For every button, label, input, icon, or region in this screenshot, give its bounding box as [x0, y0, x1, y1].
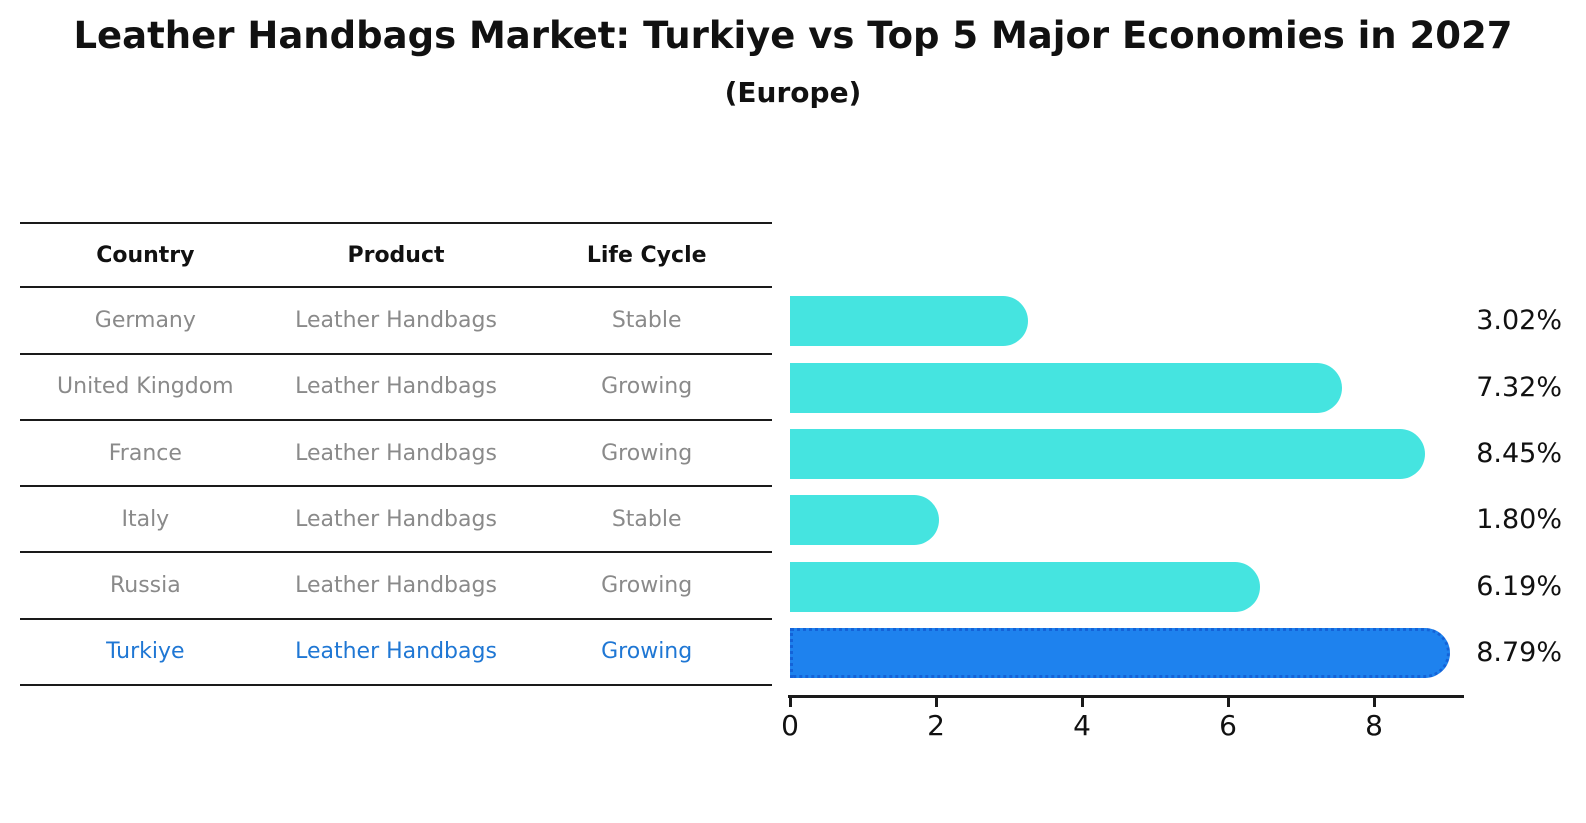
- value-label-germany: 3.02%: [1476, 305, 1562, 337]
- table-header-row: Country Product Life Cycle: [20, 222, 772, 289]
- table-row-germany: Germany Leather Handbags Stable: [20, 288, 772, 355]
- cell-life-cycle: Growing: [601, 639, 693, 665]
- x-axis-tick-2: [934, 698, 938, 707]
- cell-life-cycle: Stable: [611, 307, 682, 333]
- x-axis-tick-label-4: 4: [1073, 709, 1091, 742]
- column-header-life-cycle: Life Cycle: [586, 242, 707, 268]
- cell-product: Leather Handbags: [295, 573, 497, 599]
- cell-product: Leather Handbags: [295, 440, 497, 466]
- cell-country: Turkiye: [106, 639, 185, 665]
- cell-product: Leather Handbags: [295, 307, 497, 333]
- cell-life-cycle: Growing: [601, 573, 693, 599]
- table-row-turkiye: Turkiye Leather Handbags Growing: [20, 620, 772, 687]
- x-axis-line: [788, 695, 1464, 698]
- x-axis-tick-label-6: 6: [1219, 709, 1237, 742]
- x-axis-tick-0: [788, 698, 792, 707]
- cell-life-cycle: Stable: [611, 506, 682, 532]
- column-header-country: Country: [96, 242, 195, 268]
- value-label-italy: 1.80%: [1476, 504, 1562, 536]
- table-row-italy: Italy Leather Handbags Stable: [20, 487, 772, 554]
- chart-subtitle: (Europe): [724, 76, 862, 109]
- cell-country: France: [108, 440, 182, 466]
- cell-life-cycle: Growing: [601, 440, 693, 466]
- value-label-united-kingdom: 7.32%: [1476, 371, 1562, 403]
- x-axis-tick-4: [1080, 698, 1084, 707]
- table-body: Germany Leather Handbags Stable United King…: [20, 288, 772, 687]
- table-row-france: France Leather Handbags Growing: [20, 421, 772, 488]
- cell-life-cycle: Growing: [601, 374, 693, 400]
- bar-france: [790, 429, 1425, 480]
- bar-united-kingdom: [790, 362, 1343, 413]
- bar-germany: [790, 296, 1029, 347]
- cell-country: United Kingdom: [57, 374, 234, 400]
- bar-russia: [790, 561, 1260, 612]
- cell-product: Leather Handbags: [295, 639, 497, 665]
- value-label-turkiye: 8.79%: [1476, 636, 1562, 668]
- table-row-united-kingdom: United Kingdom Leather Handbags Growing: [20, 355, 772, 421]
- x-axis-tick-label-8: 8: [1365, 709, 1383, 742]
- x-axis-tick-label-2: 2: [927, 709, 945, 742]
- bar-italy: [790, 495, 940, 546]
- bar-turkiye: [790, 627, 1450, 678]
- cell-country: Russia: [109, 573, 181, 599]
- value-label-france: 8.45%: [1476, 438, 1562, 470]
- chart-title: Leather Handbags Market: Turkiye vs Top …: [73, 14, 1513, 57]
- x-axis-tick-8: [1372, 698, 1376, 707]
- value-label-russia: 6.19%: [1476, 570, 1562, 602]
- country-table: Country Product Life Cycle Germany Leathe…: [20, 222, 772, 687]
- x-axis-tick-label-0: 0: [781, 709, 799, 742]
- table-row-russia: Russia Leather Handbags Growing: [20, 553, 772, 620]
- cell-product: Leather Handbags: [295, 374, 497, 400]
- cell-country: Germany: [94, 307, 196, 333]
- cell-country: Italy: [121, 506, 170, 532]
- cell-product: Leather Handbags: [295, 506, 497, 532]
- column-header-product: Product: [347, 242, 445, 268]
- x-axis-tick-6: [1226, 698, 1230, 707]
